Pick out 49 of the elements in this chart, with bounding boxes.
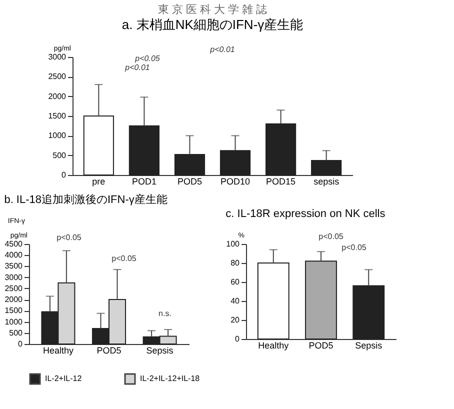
y-tick-label: 80 xyxy=(230,258,240,268)
chart-title: a. 末梢血NK細胞のIFN-γ産生能 xyxy=(122,17,304,32)
text: p<0.05 xyxy=(318,232,344,241)
y-tick-label: 60 xyxy=(230,278,240,286)
legend-label: IL-2+IL-12 xyxy=(45,374,82,383)
y-tick-label: 2500 xyxy=(4,284,24,293)
annotation: n.s. xyxy=(158,309,172,318)
y-tick-label: 2500 xyxy=(48,72,67,82)
x-tick-label: Healthy xyxy=(258,340,290,350)
y-tick-label: 500 xyxy=(52,150,67,160)
y-tick-label: 40 xyxy=(230,296,240,306)
y-tick-label: 3500 xyxy=(4,262,24,271)
y-tick-label: 0 xyxy=(18,340,24,348)
y-tick-label: 0 xyxy=(62,170,67,180)
text: 東 京 医 科 大 学 雑 誌 xyxy=(158,3,268,16)
x-tick-label: POD5 xyxy=(308,340,334,350)
annotation: p<0.05 xyxy=(112,254,137,263)
x-tick-label: POD10 xyxy=(220,176,250,186)
y-tick-label: 500 xyxy=(9,328,24,338)
legend-label: IL-2+IL-12+IL-18 xyxy=(140,374,200,383)
y-tick-label: 3000 xyxy=(48,52,67,62)
x-tick-label: pre xyxy=(92,176,106,186)
x-tick-label: POD5 xyxy=(96,346,122,356)
x-tick-label: POD1 xyxy=(132,176,156,186)
y-tick-label: 4000 xyxy=(4,250,24,260)
y-tick-label: 1000 xyxy=(48,131,67,140)
x-tick-label: Sepsis xyxy=(355,340,383,350)
y-tick-label: 4500 xyxy=(4,240,24,248)
text: p<0.01 xyxy=(209,45,235,54)
annotation: p<0.05 xyxy=(342,243,367,252)
y-tick-label: 1500 xyxy=(4,306,24,316)
y-tick-label: 1000 xyxy=(4,317,24,326)
annotation: p<0.01 xyxy=(124,63,150,72)
annotation: p<0.05 xyxy=(134,54,160,63)
x-tick-label: Sepsis xyxy=(146,346,174,356)
y-tick-label: 20 xyxy=(230,316,240,324)
x-tick-label: POD15 xyxy=(266,176,296,186)
y-tick-label: 2000 xyxy=(48,92,67,101)
y-tick-label: 1500 xyxy=(48,112,67,120)
x-tick-label: sepsis xyxy=(314,176,340,186)
y-tick-label: 0 xyxy=(235,334,240,344)
x-tick-label: Healthy xyxy=(42,346,74,356)
y-tick-label: 3000 xyxy=(4,272,24,282)
y-tick-label: 100 xyxy=(226,240,240,248)
chart-title: c. IL-18R expression on NK cells xyxy=(226,208,386,220)
chart-title: b. IL-18追加刺激後のIFN-γ産生能 xyxy=(4,193,168,206)
x-tick-label: POD5 xyxy=(177,176,202,186)
y-tick-label: 2000 xyxy=(4,295,24,304)
text: p<0.05 xyxy=(56,233,82,242)
